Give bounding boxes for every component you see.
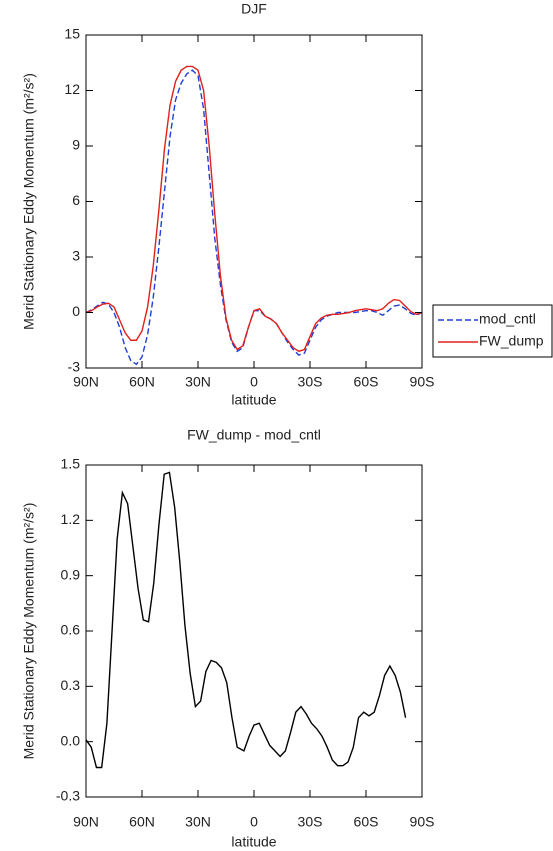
y-tick-label: 1.2 (61, 511, 81, 527)
x-tick-label: 0 (250, 374, 258, 390)
y-tick-label: 0.3 (61, 677, 81, 693)
x-tick-label: 90N (73, 814, 99, 830)
x-tick-label: 0 (250, 814, 258, 830)
x-tick-label: 90S (410, 814, 435, 830)
x-tick-label: 90N (73, 374, 99, 390)
x-tick-label: 30N (185, 374, 211, 390)
x-tick-label: 60N (129, 814, 155, 830)
data-line (85, 69, 423, 366)
y-tick-label: 1.5 (61, 456, 81, 472)
chart-title: DJF (241, 1, 267, 17)
y-tick-label: 0.9 (61, 566, 81, 582)
data-line (85, 65, 423, 353)
y-tick-label: 6 (72, 192, 80, 208)
legend-box (432, 304, 553, 358)
x-tick-label: 60N (129, 374, 155, 390)
y-axis-title: Merid Stationary Eddy Momentum (m²/s²) (21, 73, 37, 330)
chart-title: FW_dump - mod_cntl (187, 427, 321, 443)
y-tick-label: 9 (72, 137, 80, 153)
x-tick-label: 30S (298, 374, 323, 390)
y-tick-label: 0.0 (61, 732, 81, 748)
y-tick-label: 0.6 (61, 622, 81, 638)
plot-frame (85, 464, 423, 798)
y-tick-label: 12 (64, 81, 80, 97)
x-tick-label: 60S (354, 814, 379, 830)
legend: mod_cntl FW_dump (432, 304, 553, 358)
x-tick-label: 60S (354, 374, 379, 390)
y-axis-title: Merid Stationary Eddy Momentum (m²/s²) (21, 503, 37, 760)
legend-label: FW_dump (479, 333, 544, 349)
y-tick-label: -3 (68, 359, 81, 375)
y-tick-label: 15 (64, 26, 80, 42)
x-axis-title: latitude (231, 834, 276, 850)
y-tick-label: 3 (72, 248, 80, 264)
x-axis-title: latitude (231, 392, 276, 408)
y-tick-label: 0 (72, 303, 80, 319)
data-line (85, 471, 407, 769)
x-tick-label: 30N (185, 814, 211, 830)
x-tick-label: 30S (298, 814, 323, 830)
legend-label: mod_cntl (479, 311, 536, 327)
plot-frame (85, 34, 423, 369)
x-tick-label: 90S (410, 374, 435, 390)
y-tick-label: -0.3 (56, 788, 80, 804)
